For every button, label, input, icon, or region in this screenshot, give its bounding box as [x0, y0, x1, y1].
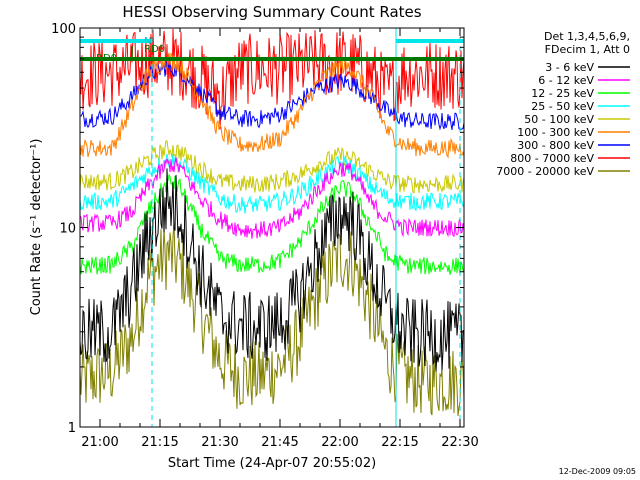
- series-line-300-800-kev: [79, 59, 465, 131]
- chart-title: HESSI Observing Summary Count Rates: [122, 3, 421, 21]
- legend-label-6-12-kev: 6 - 12 keV: [538, 74, 594, 87]
- y-axis-label: Count Rate (s⁻¹ detector⁻¹): [29, 139, 44, 316]
- series-line-50-100-kev: [79, 140, 465, 194]
- y-tick-label: 100: [51, 22, 76, 37]
- legend-label-100-300-kev: 100 - 300 keV: [517, 126, 594, 139]
- legend-label-25-50-kev: 25 - 50 keV: [531, 100, 594, 113]
- x-tick-label: 21:15: [141, 435, 178, 450]
- series-line-6-12-kev: [79, 157, 465, 239]
- legend-label-50-100-kev: 50 - 100 keV: [524, 113, 594, 126]
- x-tick-label: 22:00: [321, 435, 358, 450]
- series-line-12-25-kev: [79, 173, 465, 275]
- x-axis-label: Start Time (24-Apr-07 20:55:02): [168, 456, 376, 471]
- legend-label-12-25-kev: 12 - 25 keV: [531, 87, 594, 100]
- x-tick-label: 21:00: [81, 435, 118, 450]
- series-line-800-7000-kev: [79, 28, 465, 130]
- series-line-100-300-kev: [79, 52, 465, 159]
- rd0-label-1: RD0: [144, 44, 165, 55]
- legend-label-300-800-kev: 300 - 800 keV: [517, 139, 594, 152]
- x-tick-label: 22:30: [441, 435, 478, 450]
- legend-label-800-7000-kev: 800 - 7000 keV: [510, 152, 594, 165]
- series-line-3-6-kev: [79, 168, 465, 372]
- legend-header-line-2: FDecim 1, Att 0: [545, 43, 630, 56]
- night-label: N: [144, 36, 151, 47]
- x-tick-label: 21:45: [261, 435, 298, 450]
- series-line-25-50-kev: [79, 153, 465, 214]
- legend-header-line-1: Det 1,3,4,5,6,9,: [544, 30, 630, 43]
- rd0-label-2: RD0: [96, 53, 117, 64]
- y-tick-label: 10: [59, 222, 76, 237]
- axes: 1 10 100 21:00 21:15 21:30 21:45 22:00 22:15 22:3…: [51, 22, 479, 450]
- x-tick-label: 22:15: [381, 435, 418, 450]
- footer-timestamp: 12-Dec-2009 09:05: [559, 467, 636, 476]
- y-tick-label: 1: [68, 421, 76, 436]
- legend-label-3-6-kev: 3 - 6 keV: [545, 61, 594, 74]
- legend-label-7000-20000-kev: 7000 - 20000 keV: [496, 165, 594, 178]
- x-tick-label: 21:30: [201, 435, 238, 450]
